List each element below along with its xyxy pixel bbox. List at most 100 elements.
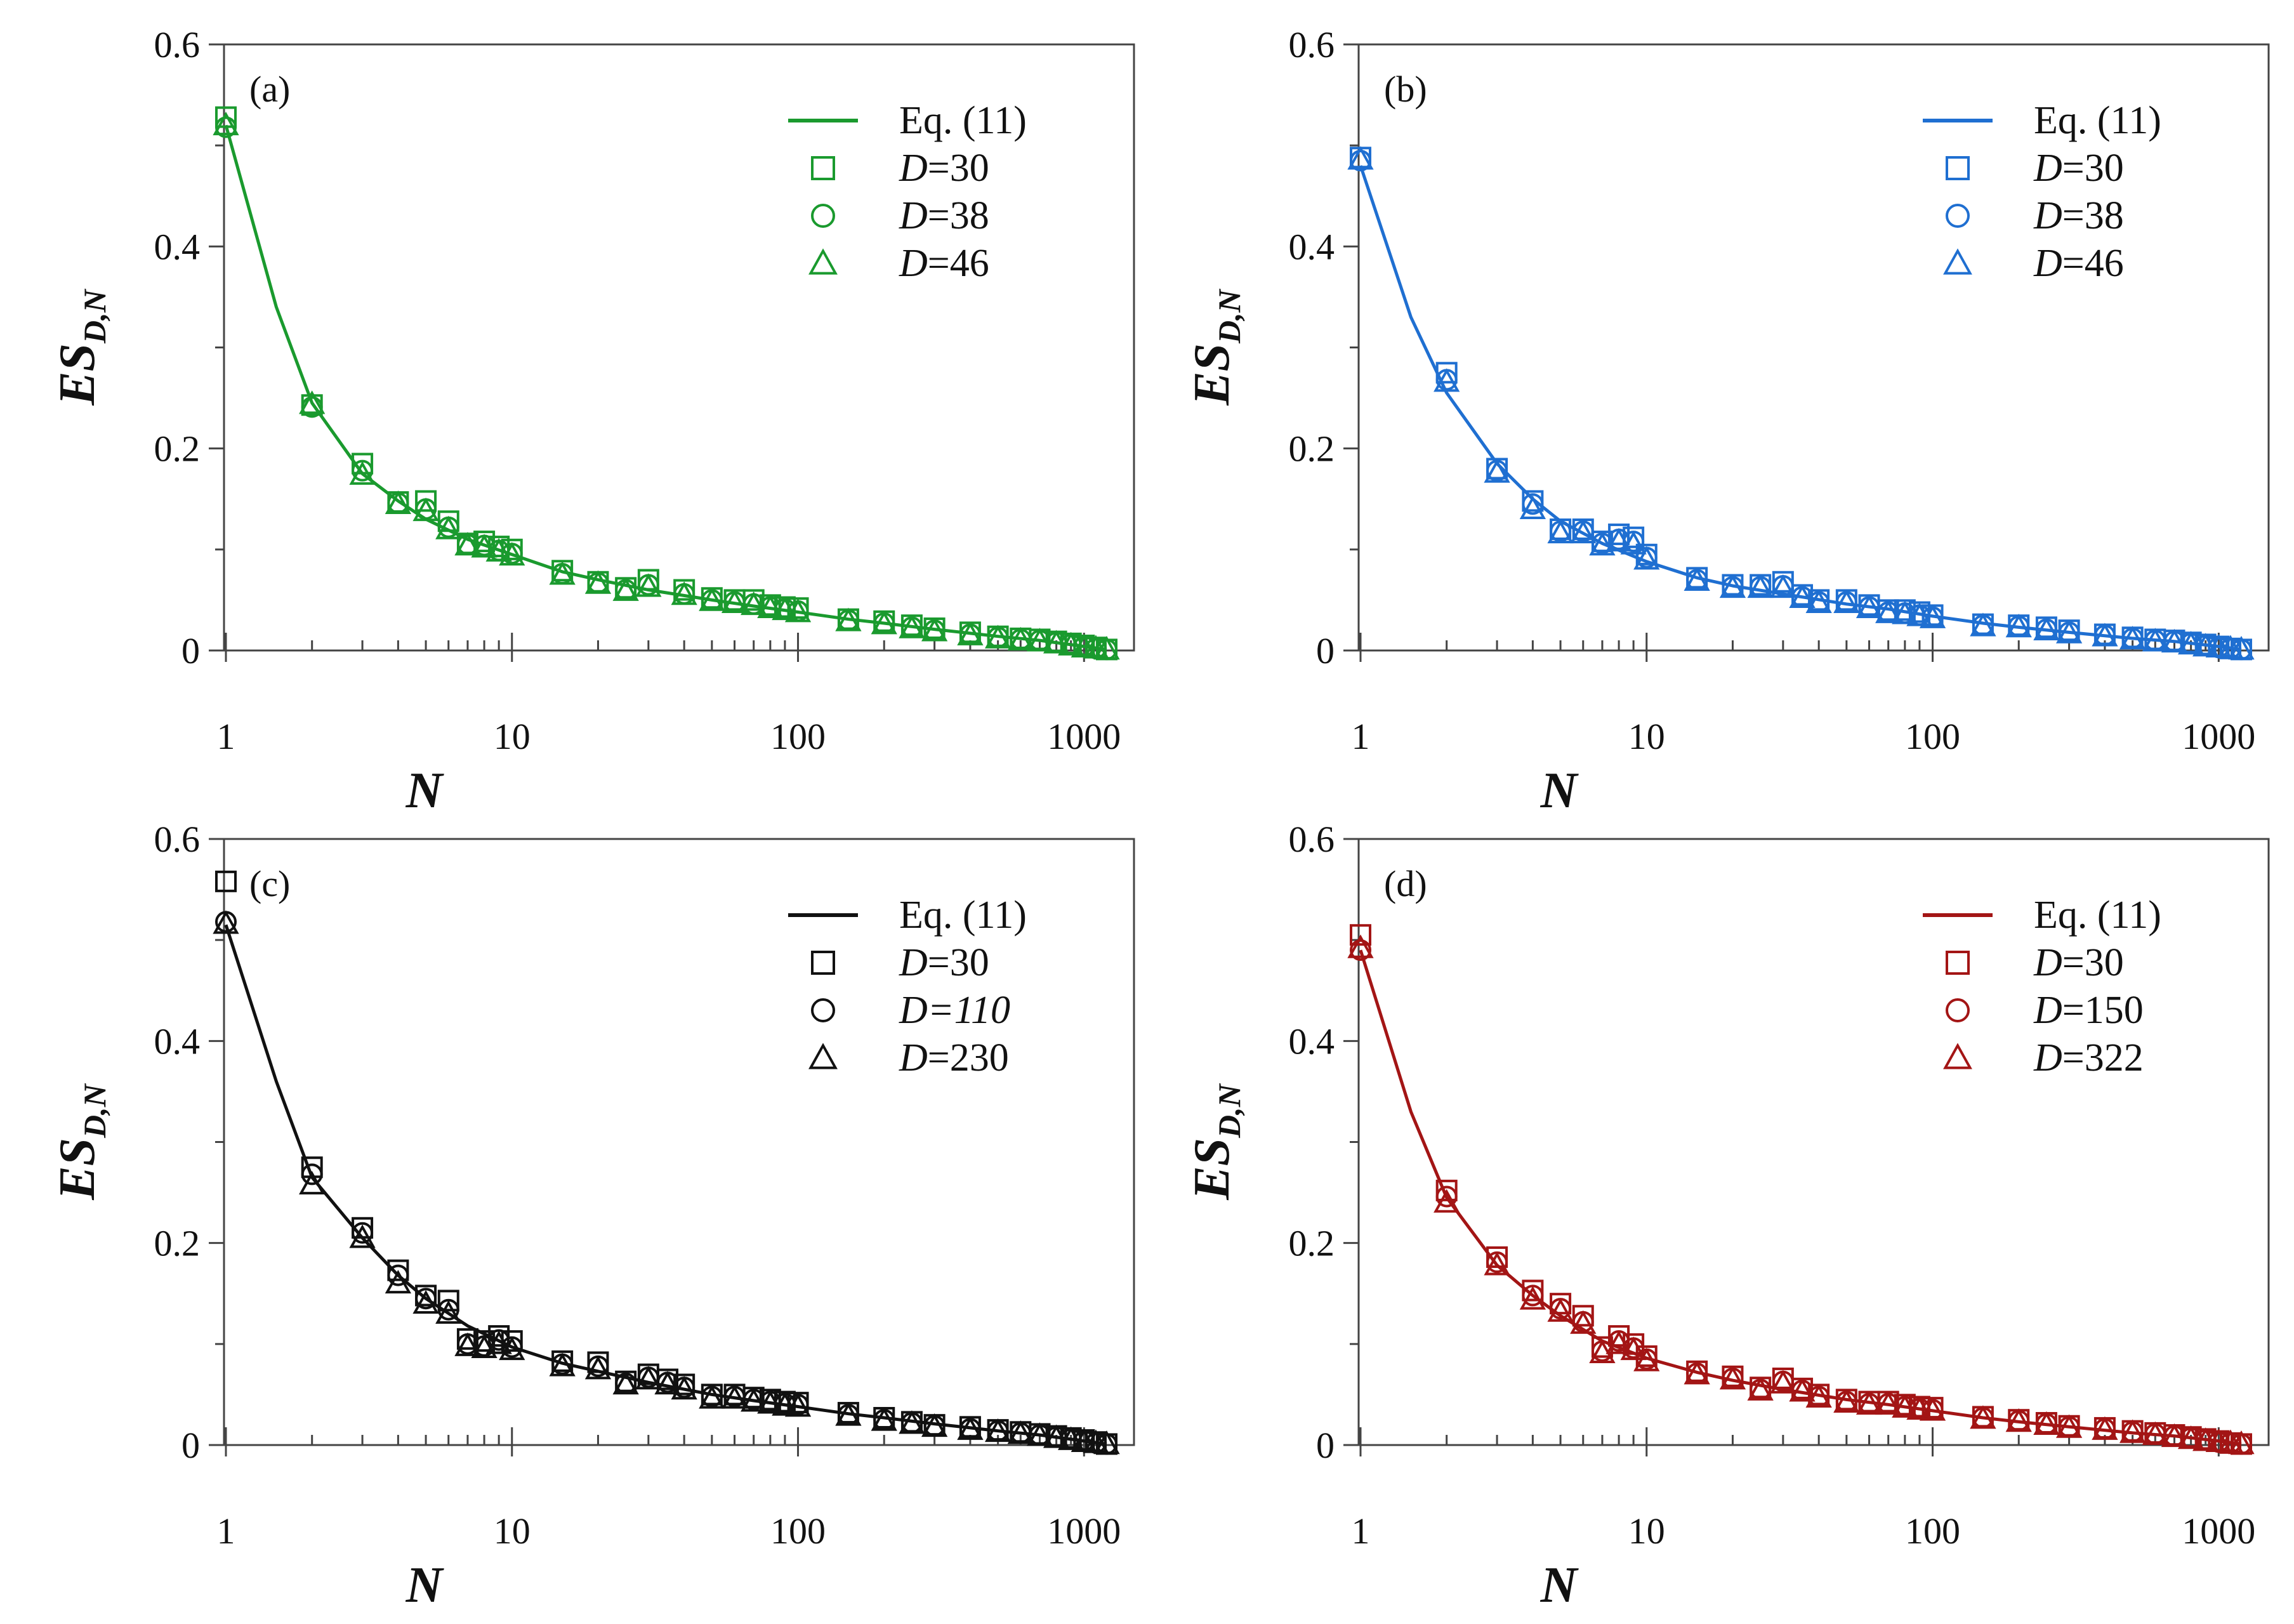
x-tick-label: 1	[1352, 1510, 1370, 1552]
data-point-triangle	[699, 1385, 725, 1409]
legend-label-triangle: D=322	[2033, 1036, 2144, 1079]
data-point-square	[437, 1290, 459, 1312]
y-tick-label: 0.4	[154, 1020, 201, 1062]
y-axis-label-subscript: D,N	[1211, 288, 1247, 344]
legend-label-prefix: D	[2033, 1036, 2062, 1079]
x-axis-label: N	[405, 763, 445, 819]
legend-label-circle: D=38	[899, 194, 989, 237]
x-tick-label: 10	[1628, 716, 1665, 757]
data-point-triangle	[1570, 519, 1597, 544]
legend-label-line: Eq. (11)	[899, 99, 1027, 142]
y-tick-label: 0.6	[1289, 819, 1335, 860]
y-axis-label: ESD,N	[1184, 288, 1247, 406]
legend-label-line: Eq. (11)	[899, 894, 1027, 937]
legend-label-prefix: D	[2033, 242, 2062, 285]
data-point-triangle	[1620, 531, 1647, 555]
data-point-triangle	[349, 461, 376, 485]
data-point-circle	[1435, 1185, 1458, 1208]
data-point-triangle	[1484, 459, 1510, 483]
data-point-triangle	[612, 577, 639, 601]
data-point-triangle	[1519, 495, 1546, 519]
data-point-square	[415, 490, 437, 512]
y-tick-label: 0.2	[1289, 1223, 1335, 1264]
x-tick-label: 1	[217, 716, 235, 757]
data-point-triangle	[1620, 1337, 1647, 1361]
legend-marker-circle	[811, 998, 835, 1022]
x-tick-label: 10	[494, 1510, 531, 1552]
legend-label-prefix: D	[899, 242, 928, 285]
legend-label-prefix: D	[2033, 194, 2062, 237]
x-tick-label: 1000	[1047, 716, 1121, 757]
data-point-triangle	[1347, 934, 1374, 958]
data-point-square	[215, 870, 237, 892]
eq11-fit-line	[1359, 165, 2242, 651]
y-axis-label-subscript: D,N	[77, 288, 112, 344]
x-tick-label: 1	[1352, 716, 1370, 757]
data-point-triangle	[1770, 1370, 1796, 1394]
legend-label-triangle: D=46	[899, 242, 989, 285]
legend-label-value: =322	[2062, 1036, 2144, 1079]
data-point-triangle	[499, 542, 525, 566]
x-tick-label: 100	[1905, 716, 1960, 757]
legend-marker-square	[811, 156, 835, 180]
data-point-circle	[415, 1288, 437, 1310]
data-point-triangle	[213, 111, 239, 136]
legend-marker-square	[811, 951, 835, 975]
data-point-triangle	[454, 1332, 481, 1356]
legend-label-prefix: D	[2033, 147, 2062, 190]
series-square	[215, 106, 1117, 661]
y-axis-label-main: ES	[49, 1138, 105, 1201]
data-point-circle	[1522, 493, 1544, 515]
y-tick-label: 0.6	[154, 24, 201, 65]
legend-label-prefix: D	[899, 147, 928, 190]
data-point-triangle	[1570, 1310, 1597, 1334]
legend: Eq. (11)D=30D=38D=46	[788, 99, 1027, 285]
legend-label-triangle: D=230	[899, 1036, 1009, 1079]
data-point-triangle	[213, 910, 239, 934]
x-tick-label: 10	[1628, 1510, 1665, 1552]
legend-label-value: =30	[928, 147, 989, 190]
eq11-fit-line	[224, 924, 1107, 1446]
y-axis-label: ESD,N	[49, 1083, 112, 1200]
data-point-triangle	[635, 1366, 662, 1390]
series-triangle	[213, 111, 1120, 660]
y-tick-label: 0.6	[154, 819, 201, 860]
y-axis-label-main: ES	[49, 343, 105, 406]
eq11-fit-line	[224, 124, 1107, 651]
legend-label-prefix: D	[2033, 941, 2062, 984]
y-tick-label: 0.6	[1289, 24, 1335, 65]
data-point-triangle	[1770, 574, 1796, 598]
data-point-triangle	[1605, 1330, 1632, 1354]
legend-label-value: =46	[928, 242, 989, 285]
data-point-triangle	[635, 573, 662, 597]
y-tick-label: 0	[181, 1425, 200, 1466]
data-point-triangle	[654, 1371, 681, 1395]
data-point-triangle	[1747, 1376, 1774, 1401]
data-point-triangle	[1547, 519, 1574, 544]
legend-label-value: =110	[928, 989, 1010, 1032]
data-point-triangle	[1434, 1189, 1460, 1213]
y-axis-label: ESD,N	[1184, 1083, 1247, 1200]
legend-label-value: =38	[2062, 194, 2124, 237]
y-tick-label: 0	[1316, 1425, 1335, 1466]
x-tick-label: 100	[770, 716, 826, 757]
x-tick-label: 1000	[2182, 716, 2255, 757]
x-axis-label: N	[1540, 1557, 1579, 1613]
data-point-triangle	[584, 1356, 612, 1380]
legend-label-line: Eq. (11)	[2034, 99, 2161, 142]
legend-marker-triangle	[808, 1043, 838, 1069]
legend-label-prefix: D	[2033, 989, 2062, 1032]
legend-marker-triangle	[1943, 1043, 1972, 1069]
y-tick-label: 0.4	[154, 226, 201, 267]
data-point-triangle	[349, 1224, 376, 1248]
x-tick-label: 1000	[1047, 1510, 1121, 1552]
legend-marker-square	[1946, 951, 1970, 975]
y-tick-label: 0.4	[1289, 1020, 1335, 1062]
x-axis-label: N	[1540, 763, 1579, 819]
x-tick-label: 1	[217, 1510, 235, 1552]
panel-label: (b)	[1384, 69, 1427, 110]
